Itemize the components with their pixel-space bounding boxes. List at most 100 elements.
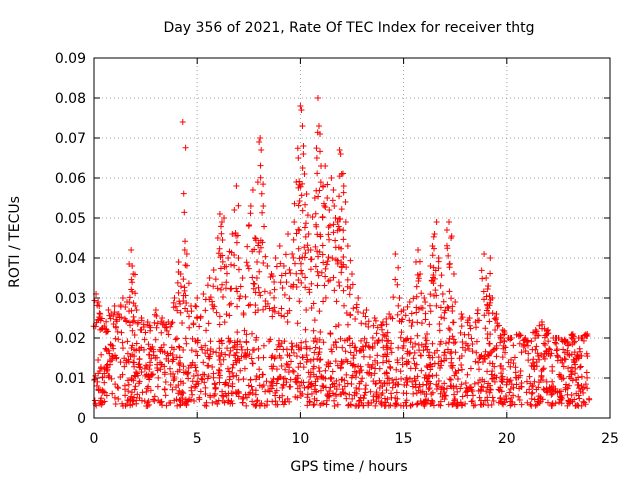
data-point [174,335,180,342]
data-point [343,395,350,402]
data-point [539,396,546,403]
data-point [213,309,220,316]
data-point [481,251,488,257]
data-point [545,338,552,345]
data-point [180,380,187,387]
data-point [432,287,439,294]
data-point [536,322,543,329]
data-point [121,363,128,370]
data-point [484,305,491,312]
data-point [499,354,506,361]
data-point [110,345,117,352]
data-point [331,402,338,409]
data-point [435,354,442,361]
data-point [369,334,376,341]
data-point [185,397,192,404]
data-point [293,284,300,291]
data-point [280,263,287,269]
data-point [109,390,116,397]
data-point [224,365,231,372]
data-point [229,390,236,397]
data-point [542,332,549,339]
data-point [175,289,182,296]
data-point [397,402,404,409]
data-point [279,398,286,405]
data-point [129,327,136,334]
data-point [230,373,237,380]
data-point [307,357,314,364]
data-point [271,294,278,301]
data-point [249,274,256,281]
data-point [331,380,338,387]
data-point [249,390,256,397]
data-point [553,347,560,354]
data-point [92,400,99,407]
data-point [450,336,457,343]
data-point [429,252,436,259]
data-point [112,381,119,388]
data-point [437,282,444,289]
data-point [516,397,523,404]
data-point [409,378,416,385]
data-point [294,145,301,152]
data-point [312,263,319,270]
data-point [469,397,476,404]
data-point [429,243,436,249]
data-point [143,402,150,409]
data-point [183,300,190,307]
data-point [255,242,262,249]
data-point [200,359,207,366]
data-point [566,352,573,359]
data-point [252,387,259,394]
data-point [121,382,128,389]
data-point [393,389,400,396]
data-point [262,388,269,395]
data-point [337,335,344,342]
data-point [497,339,504,346]
data-point [284,351,291,358]
data-point [317,131,324,137]
data-point [368,372,375,379]
data-point [119,339,126,346]
data-point [243,402,250,409]
data-point [284,361,291,368]
data-point [499,373,506,380]
data-point [437,338,444,345]
data-point [584,374,591,381]
data-point [375,337,382,344]
data-point [282,251,289,258]
data-point [216,379,223,386]
data-point [136,361,143,368]
data-point [135,319,142,326]
data-point [149,371,156,378]
data-point [93,382,100,389]
data-point [573,402,580,409]
data-point [285,369,292,376]
y-tick-label: 0.05 [55,211,86,227]
data-point [312,344,319,351]
data-point [253,398,260,405]
data-point [352,315,359,322]
data-point [464,319,471,326]
data-point [357,394,364,401]
data-point [529,389,536,396]
data-point [311,395,318,402]
data-point [446,260,453,267]
data-point [295,245,302,252]
data-point [277,279,284,286]
data-point [380,359,387,366]
data-point [95,299,102,305]
data-point [323,397,330,404]
data-point [295,226,302,233]
data-point [571,370,578,377]
data-point [328,346,335,353]
data-point [457,399,464,406]
data-point [298,260,305,267]
data-point [584,385,591,392]
data-point [246,351,253,358]
data-point [263,378,270,385]
data-point [141,365,148,372]
data-point [362,313,369,320]
y-tick-label: 0.07 [55,131,86,147]
